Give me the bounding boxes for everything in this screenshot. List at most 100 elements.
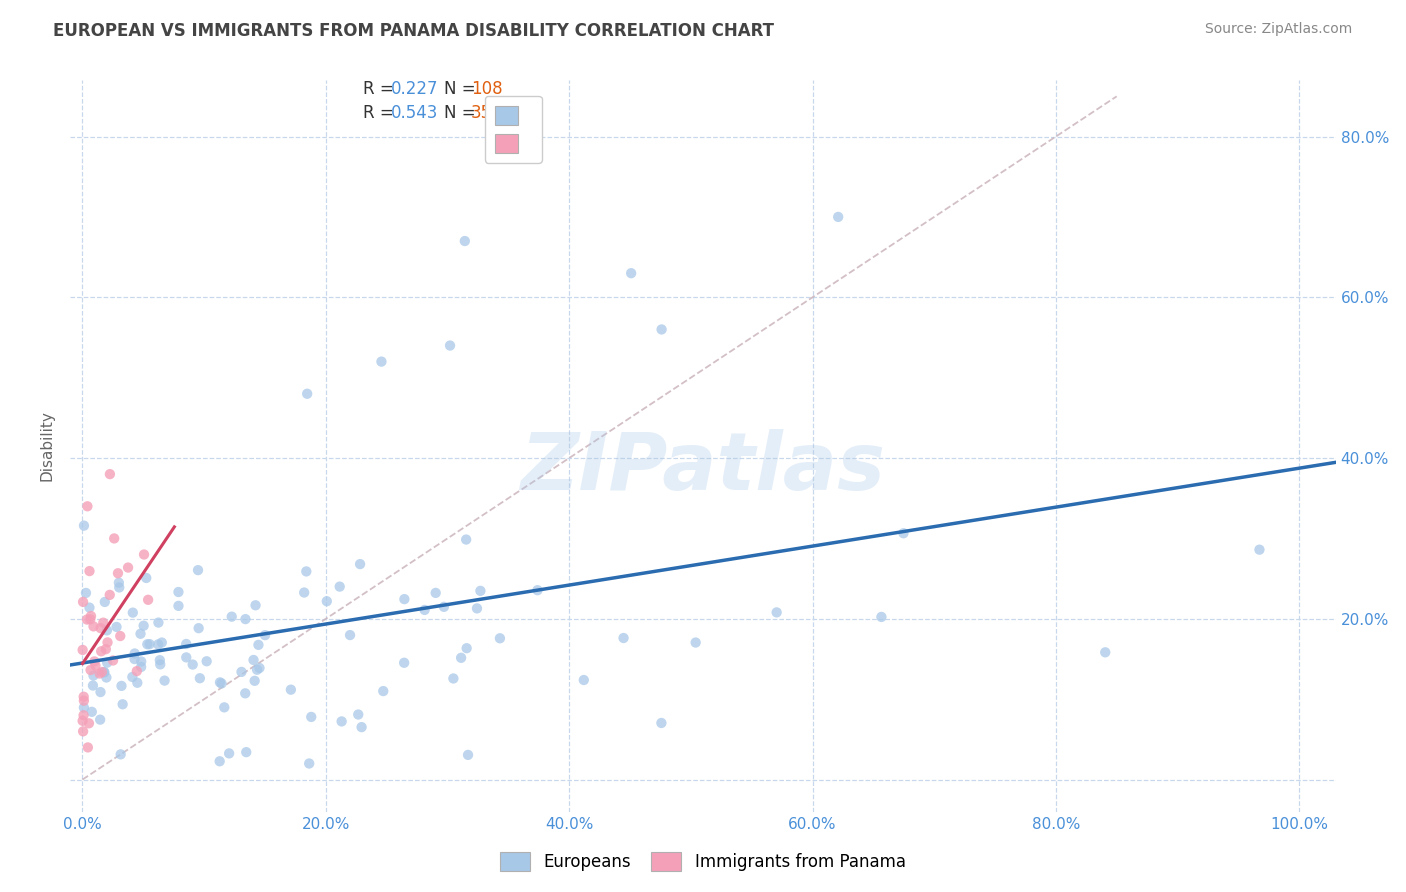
Text: 0.543: 0.543 (391, 103, 439, 121)
Point (136, 592, 159, 607)
Point (82, 668, 104, 682)
Point (315, 594, 337, 608)
Point (77, 716, 100, 731)
Point (457, 747, 479, 762)
Point (218, 747, 240, 761)
Point (612, 631, 634, 645)
Point (93, 665, 115, 679)
Point (91, 615, 114, 630)
Point (84, 658, 107, 673)
Point (136, 637, 159, 651)
Point (73, 693, 96, 707)
Point (121, 606, 143, 620)
Point (572, 673, 595, 687)
Point (79, 600, 101, 615)
Text: ZIPatlas: ZIPatlas (520, 429, 886, 507)
Point (233, 686, 256, 700)
Point (79, 612, 101, 626)
Point (72, 708, 94, 723)
Point (105, 620, 128, 634)
Point (339, 628, 361, 642)
Point (292, 585, 315, 599)
Point (132, 548, 155, 562)
Point (174, 650, 197, 665)
Y-axis label: Disability: Disability (39, 410, 55, 482)
Point (235, 612, 257, 626)
Text: Source: ZipAtlas.com: Source: ZipAtlas.com (1205, 22, 1353, 37)
Text: 0.227: 0.227 (391, 79, 439, 97)
Point (79, 663, 101, 677)
Point (91, 665, 114, 679)
Point (242, 653, 264, 667)
Text: R =: R = (363, 103, 399, 121)
Point (129, 655, 152, 669)
Point (299, 710, 322, 724)
Point (132, 618, 155, 632)
Point (650, 716, 672, 731)
Legend: Europeans, Immigrants from Panama: Europeans, Immigrants from Panama (492, 843, 914, 880)
Point (89, 713, 111, 727)
Point (150, 635, 173, 649)
Point (651, 322, 673, 336)
Point (148, 615, 170, 630)
Point (1249, 542, 1271, 557)
Point (72, 595, 94, 609)
Text: R =: R = (363, 79, 399, 97)
Point (76, 740, 98, 755)
Point (370, 354, 392, 368)
Point (456, 641, 478, 656)
Point (526, 583, 548, 598)
Point (298, 756, 321, 771)
Text: N =: N = (444, 103, 481, 121)
Point (187, 621, 209, 635)
Point (450, 650, 472, 665)
Point (893, 526, 915, 541)
Point (254, 628, 277, 642)
Point (167, 585, 190, 599)
Point (121, 670, 143, 684)
Point (181, 657, 204, 672)
Point (96, 624, 118, 638)
Point (295, 386, 318, 401)
Point (439, 338, 461, 352)
Point (249, 661, 271, 675)
Point (456, 533, 478, 547)
Text: EUROPEAN VS IMMIGRANTS FROM PANAMA DISABILITY CORRELATION CHART: EUROPEAN VS IMMIGRANTS FROM PANAMA DISAB… (53, 22, 775, 40)
Point (489, 632, 512, 646)
Point (195, 654, 218, 668)
Point (79, 564, 101, 578)
Point (1094, 645, 1116, 659)
Point (188, 671, 211, 685)
Point (685, 635, 707, 649)
Point (394, 592, 416, 607)
Point (221, 609, 243, 624)
Point (110, 679, 132, 693)
Point (72, 643, 94, 657)
Point (153, 673, 176, 688)
Point (620, 266, 643, 280)
Point (73, 700, 96, 714)
Point (125, 664, 148, 678)
Text: 108: 108 (471, 79, 502, 97)
Point (330, 714, 353, 729)
Point (245, 599, 267, 613)
Point (76, 613, 98, 627)
Point (208, 754, 231, 768)
Point (167, 599, 190, 613)
Point (465, 601, 488, 615)
Point (148, 637, 170, 651)
Point (96, 635, 118, 649)
Point (413, 603, 436, 617)
Text: 35: 35 (471, 103, 492, 121)
Point (247, 638, 270, 652)
Point (98, 467, 121, 482)
Point (392, 656, 415, 670)
Point (129, 626, 152, 640)
Point (108, 575, 131, 590)
Point (82, 619, 104, 633)
Point (243, 673, 266, 688)
Point (101, 653, 124, 667)
Point (329, 580, 352, 594)
Point (349, 557, 371, 571)
Point (231, 665, 253, 679)
